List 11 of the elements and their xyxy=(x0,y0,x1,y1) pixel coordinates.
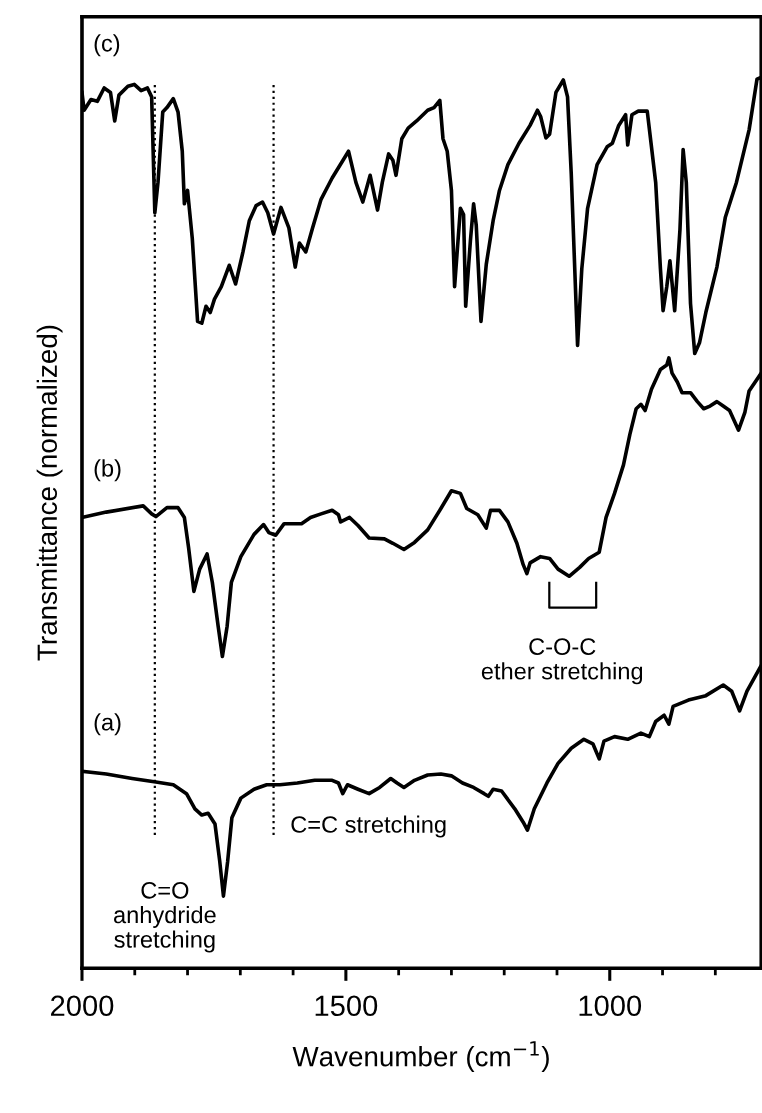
x-tick-label: 2000 xyxy=(51,995,114,1017)
annotation: C-O-C ether stretching xyxy=(481,638,643,685)
annotation: C=C stretching xyxy=(291,815,446,838)
series-label: (a) xyxy=(94,713,121,736)
x-tick-label: 1000 xyxy=(579,995,642,1017)
y-axis-title: Transmittance (normalized) xyxy=(36,325,63,661)
series-label: (b) xyxy=(94,459,121,482)
x-tick-label: 1500 xyxy=(315,995,378,1017)
annotation: C=O anhydride stretching xyxy=(114,881,216,953)
series-label: (c) xyxy=(94,34,120,57)
x-axis-title: Wavenumber (cm$^{−1}$) xyxy=(292,1041,549,1072)
